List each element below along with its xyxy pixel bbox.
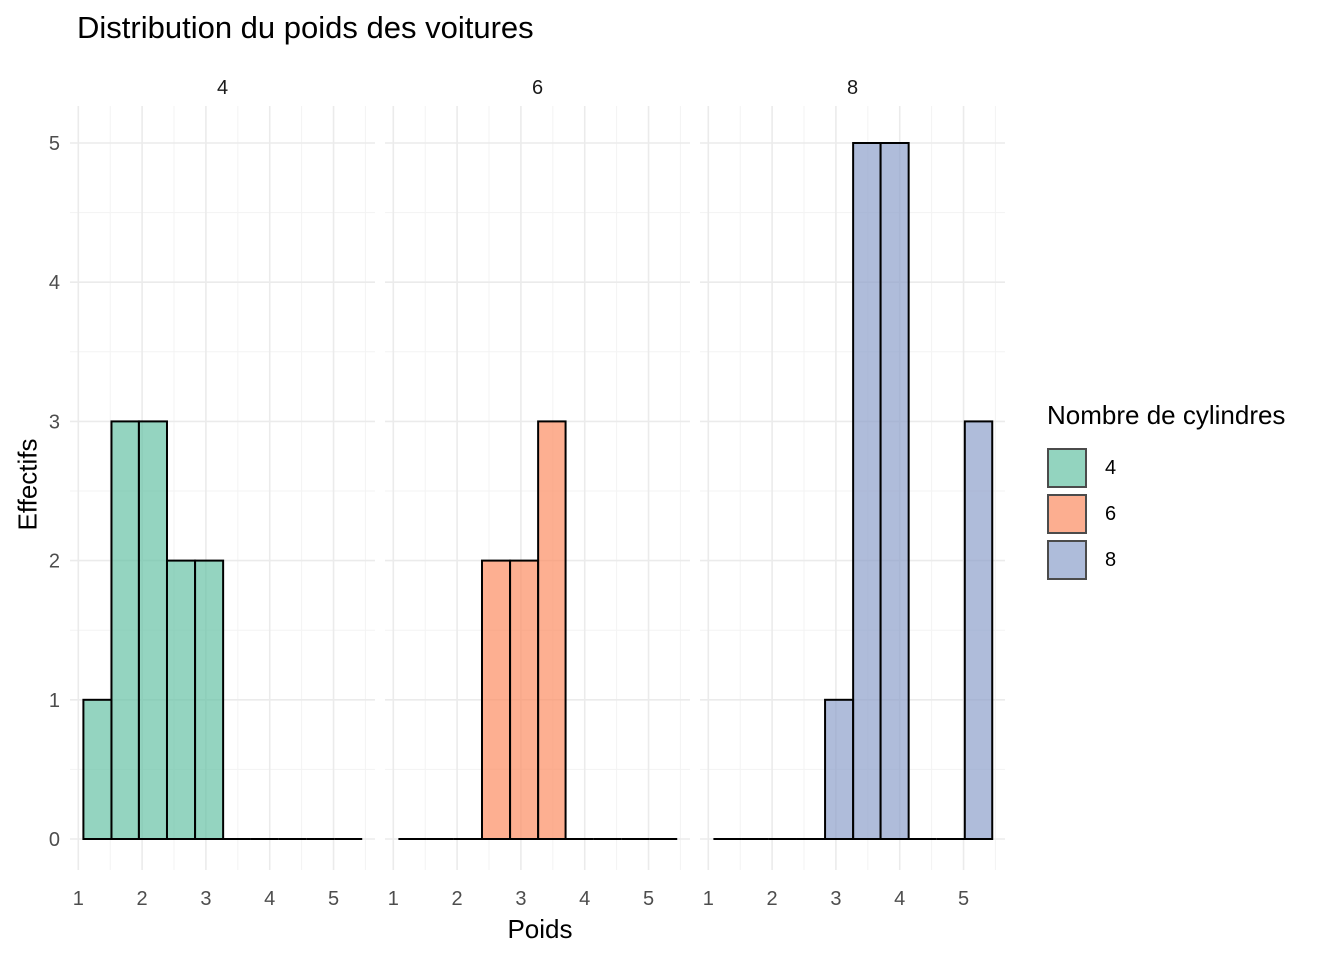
legend-title: Nombre de cylindres (1047, 400, 1286, 430)
x-axis-label: Poids (507, 914, 573, 944)
legend-key-6 (1047, 494, 1087, 534)
x-tick-label: 5 (328, 888, 339, 910)
y-tick-label: 5 (49, 133, 60, 155)
x-tick-label: 1 (388, 888, 399, 910)
histogram-bar (963, 420, 994, 840)
legend-item: 6 (1047, 491, 1285, 537)
x-tick-label: 4 (579, 888, 590, 910)
x-tick-label: 3 (515, 888, 526, 910)
chart-title: Distribution du poids des voitures (77, 10, 534, 45)
legend-item: 4 (1047, 445, 1285, 491)
histogram-bar (537, 420, 567, 840)
y-tick-label: 1 (49, 690, 60, 712)
x-tick-label: 2 (767, 888, 778, 910)
y-tick-label: 0 (49, 829, 60, 851)
x-tick-label: 1 (703, 888, 714, 910)
x-tick-label: 2 (452, 888, 463, 910)
histogram-bar (852, 142, 882, 840)
y-tick-label: 3 (49, 411, 60, 433)
y-tick-label: 2 (49, 551, 60, 573)
facet-strip-label: 6 (532, 77, 543, 99)
legend-label: 6 (1105, 502, 1117, 525)
x-tick-label: 4 (264, 888, 275, 910)
legend: Nombre de cylindres 4 6 8 (1047, 400, 1285, 583)
y-axis-label: Effectifs (12, 438, 43, 531)
facet-strip-label: 8 (847, 77, 858, 99)
histogram-bar (879, 142, 910, 840)
histogram-bar (110, 420, 140, 840)
histogram-bar (480, 559, 512, 840)
facet-strip-label: 4 (217, 77, 228, 99)
y-tick-label: 4 (49, 272, 60, 294)
histogram-bar (137, 420, 168, 840)
x-tick-label: 4 (894, 888, 905, 910)
histogram-bar (82, 698, 113, 840)
x-tick-label: 2 (137, 888, 148, 910)
legend-label: 4 (1105, 456, 1117, 479)
x-tick-label: 1 (73, 888, 84, 910)
histogram-bar (165, 559, 197, 840)
histogram-bar (509, 559, 540, 840)
x-tick-label: 3 (200, 888, 211, 910)
histogram-bar (194, 559, 225, 840)
legend-label: 8 (1105, 548, 1117, 571)
histogram-bar (824, 698, 855, 840)
x-tick-label: 3 (830, 888, 841, 910)
legend-key-8 (1047, 540, 1087, 580)
legend-item: 8 (1047, 537, 1285, 583)
x-tick-label: 5 (958, 888, 969, 910)
legend-key-4 (1047, 448, 1087, 488)
x-tick-label: 5 (643, 888, 654, 910)
